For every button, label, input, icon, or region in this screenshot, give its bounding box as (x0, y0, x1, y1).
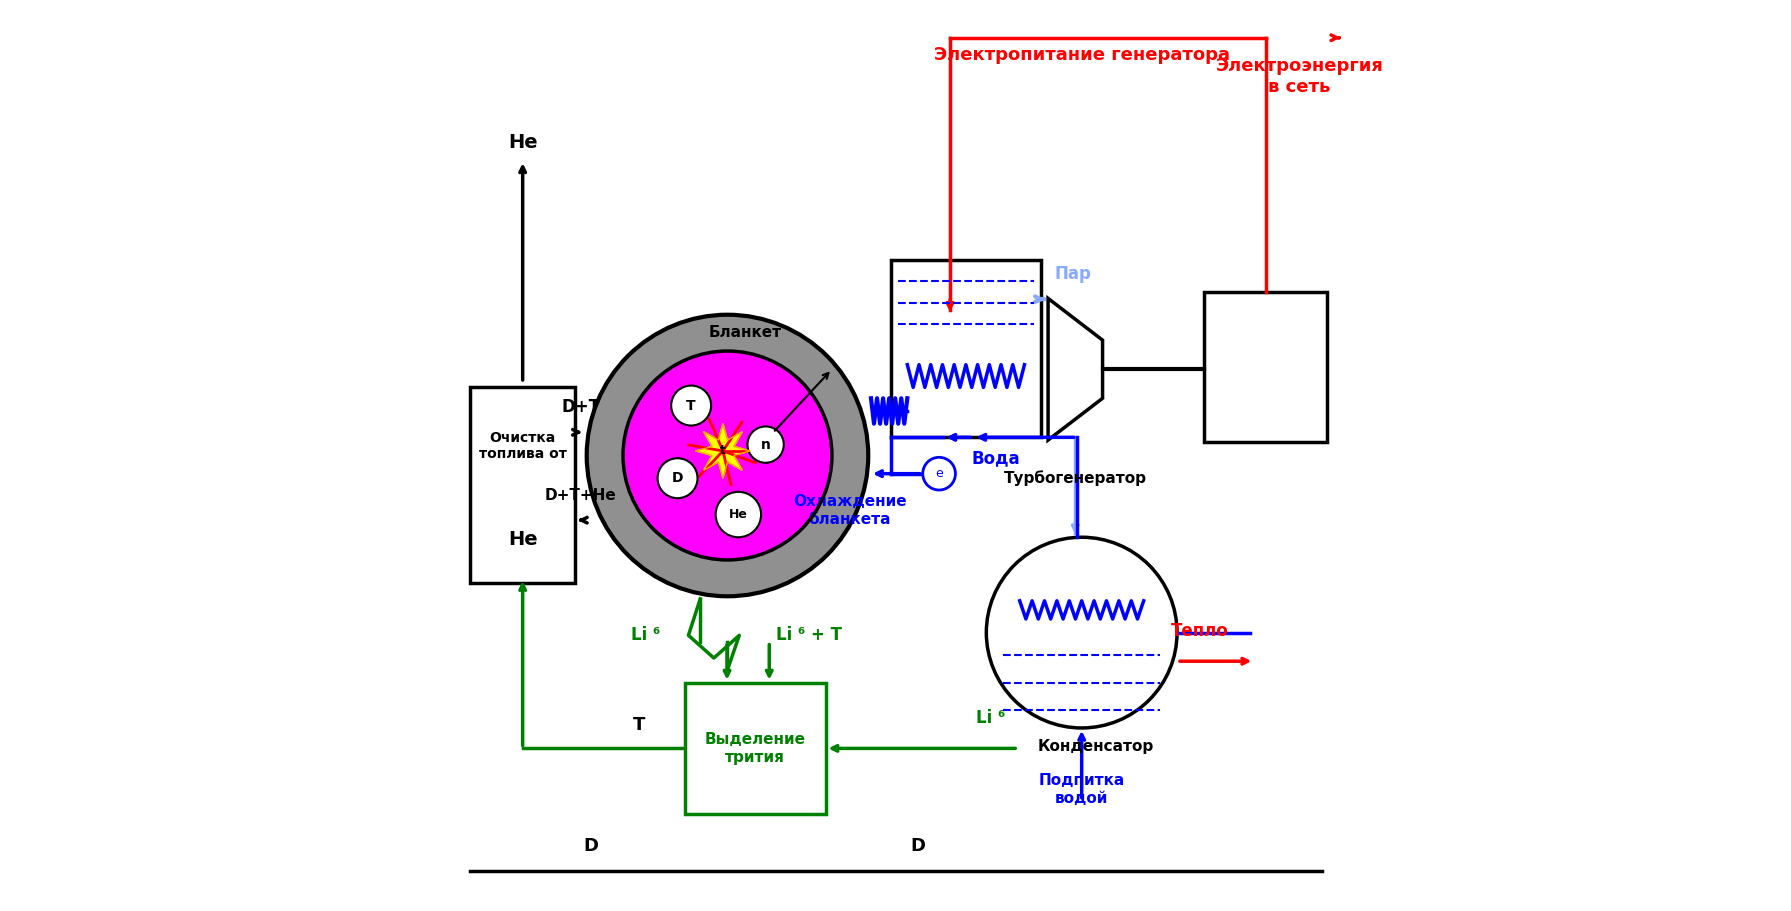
Text: Электропитание генератора: Электропитание генератора (933, 46, 1230, 65)
Text: e: e (935, 467, 944, 480)
Circle shape (922, 457, 955, 490)
Text: Очистка
топлива от: Очистка топлива от (478, 431, 566, 461)
Text: He: He (509, 133, 537, 151)
Circle shape (587, 314, 869, 597)
Text: n: n (761, 437, 770, 452)
Text: Конденсатор: Конденсатор (1037, 739, 1153, 753)
Text: He: He (509, 530, 537, 549)
Text: He: He (729, 508, 749, 521)
Text: D: D (584, 837, 598, 855)
Text: Выделение
трития: Выделение трития (704, 732, 806, 764)
Text: Бланкет: Бланкет (709, 325, 783, 341)
Text: D+T+He: D+T+He (544, 488, 616, 503)
Text: Li ⁶ + T: Li ⁶ + T (776, 626, 842, 644)
Polygon shape (695, 424, 750, 478)
FancyBboxPatch shape (684, 682, 826, 814)
Text: Электроэнергия
в сеть: Электроэнергия в сеть (1216, 57, 1384, 97)
Circle shape (747, 426, 784, 463)
Text: Li ⁶: Li ⁶ (630, 626, 661, 644)
Text: T: T (686, 398, 697, 413)
FancyBboxPatch shape (471, 387, 575, 583)
Circle shape (716, 492, 761, 537)
Text: Вода: Вода (971, 449, 1021, 466)
Circle shape (672, 385, 711, 425)
FancyBboxPatch shape (1204, 292, 1327, 442)
Text: D: D (910, 837, 926, 855)
Text: D: D (672, 471, 684, 486)
Text: Пар: Пар (1055, 265, 1091, 283)
Text: D+T: D+T (561, 398, 600, 416)
Text: T: T (634, 716, 645, 734)
Circle shape (623, 351, 833, 560)
Text: t: t (720, 445, 725, 457)
Text: Турбогенератор: Турбогенератор (1003, 470, 1146, 486)
Text: Подпитка
водой: Подпитка водой (1039, 773, 1125, 805)
Text: Li ⁶: Li ⁶ (976, 709, 1005, 727)
Text: Тепло: Тепло (1171, 622, 1229, 640)
Circle shape (657, 458, 697, 498)
FancyBboxPatch shape (890, 261, 1041, 437)
Polygon shape (1048, 299, 1103, 440)
Circle shape (987, 537, 1177, 728)
Text: Охлаждение
бланкета: Охлаждение бланкета (793, 494, 906, 527)
